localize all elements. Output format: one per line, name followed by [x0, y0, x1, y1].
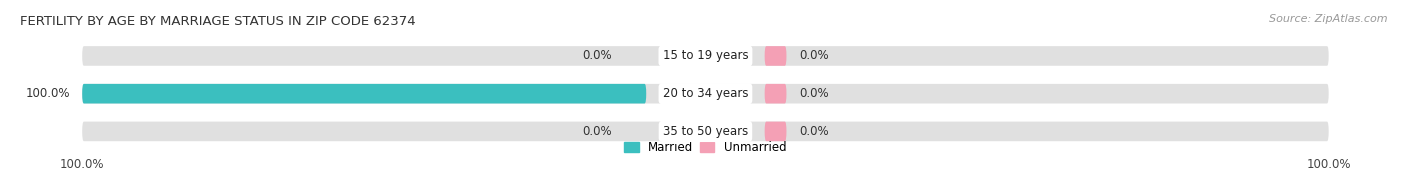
FancyBboxPatch shape	[765, 46, 786, 66]
Text: 0.0%: 0.0%	[799, 87, 828, 100]
Text: Source: ZipAtlas.com: Source: ZipAtlas.com	[1270, 14, 1388, 24]
Text: 0.0%: 0.0%	[799, 125, 828, 138]
Text: 0.0%: 0.0%	[582, 125, 612, 138]
Text: FERTILITY BY AGE BY MARRIAGE STATUS IN ZIP CODE 62374: FERTILITY BY AGE BY MARRIAGE STATUS IN Z…	[20, 15, 416, 28]
FancyBboxPatch shape	[82, 122, 1329, 141]
FancyBboxPatch shape	[82, 84, 1329, 103]
Text: 100.0%: 100.0%	[25, 87, 70, 100]
Text: 15 to 19 years: 15 to 19 years	[662, 49, 748, 63]
Legend: Married, Unmarried: Married, Unmarried	[624, 141, 786, 154]
Text: 0.0%: 0.0%	[582, 49, 612, 63]
Text: 0.0%: 0.0%	[799, 49, 828, 63]
FancyBboxPatch shape	[82, 46, 1329, 66]
Text: 20 to 34 years: 20 to 34 years	[662, 87, 748, 100]
FancyBboxPatch shape	[765, 84, 786, 103]
Text: 35 to 50 years: 35 to 50 years	[662, 125, 748, 138]
FancyBboxPatch shape	[765, 122, 786, 141]
FancyBboxPatch shape	[82, 84, 647, 103]
